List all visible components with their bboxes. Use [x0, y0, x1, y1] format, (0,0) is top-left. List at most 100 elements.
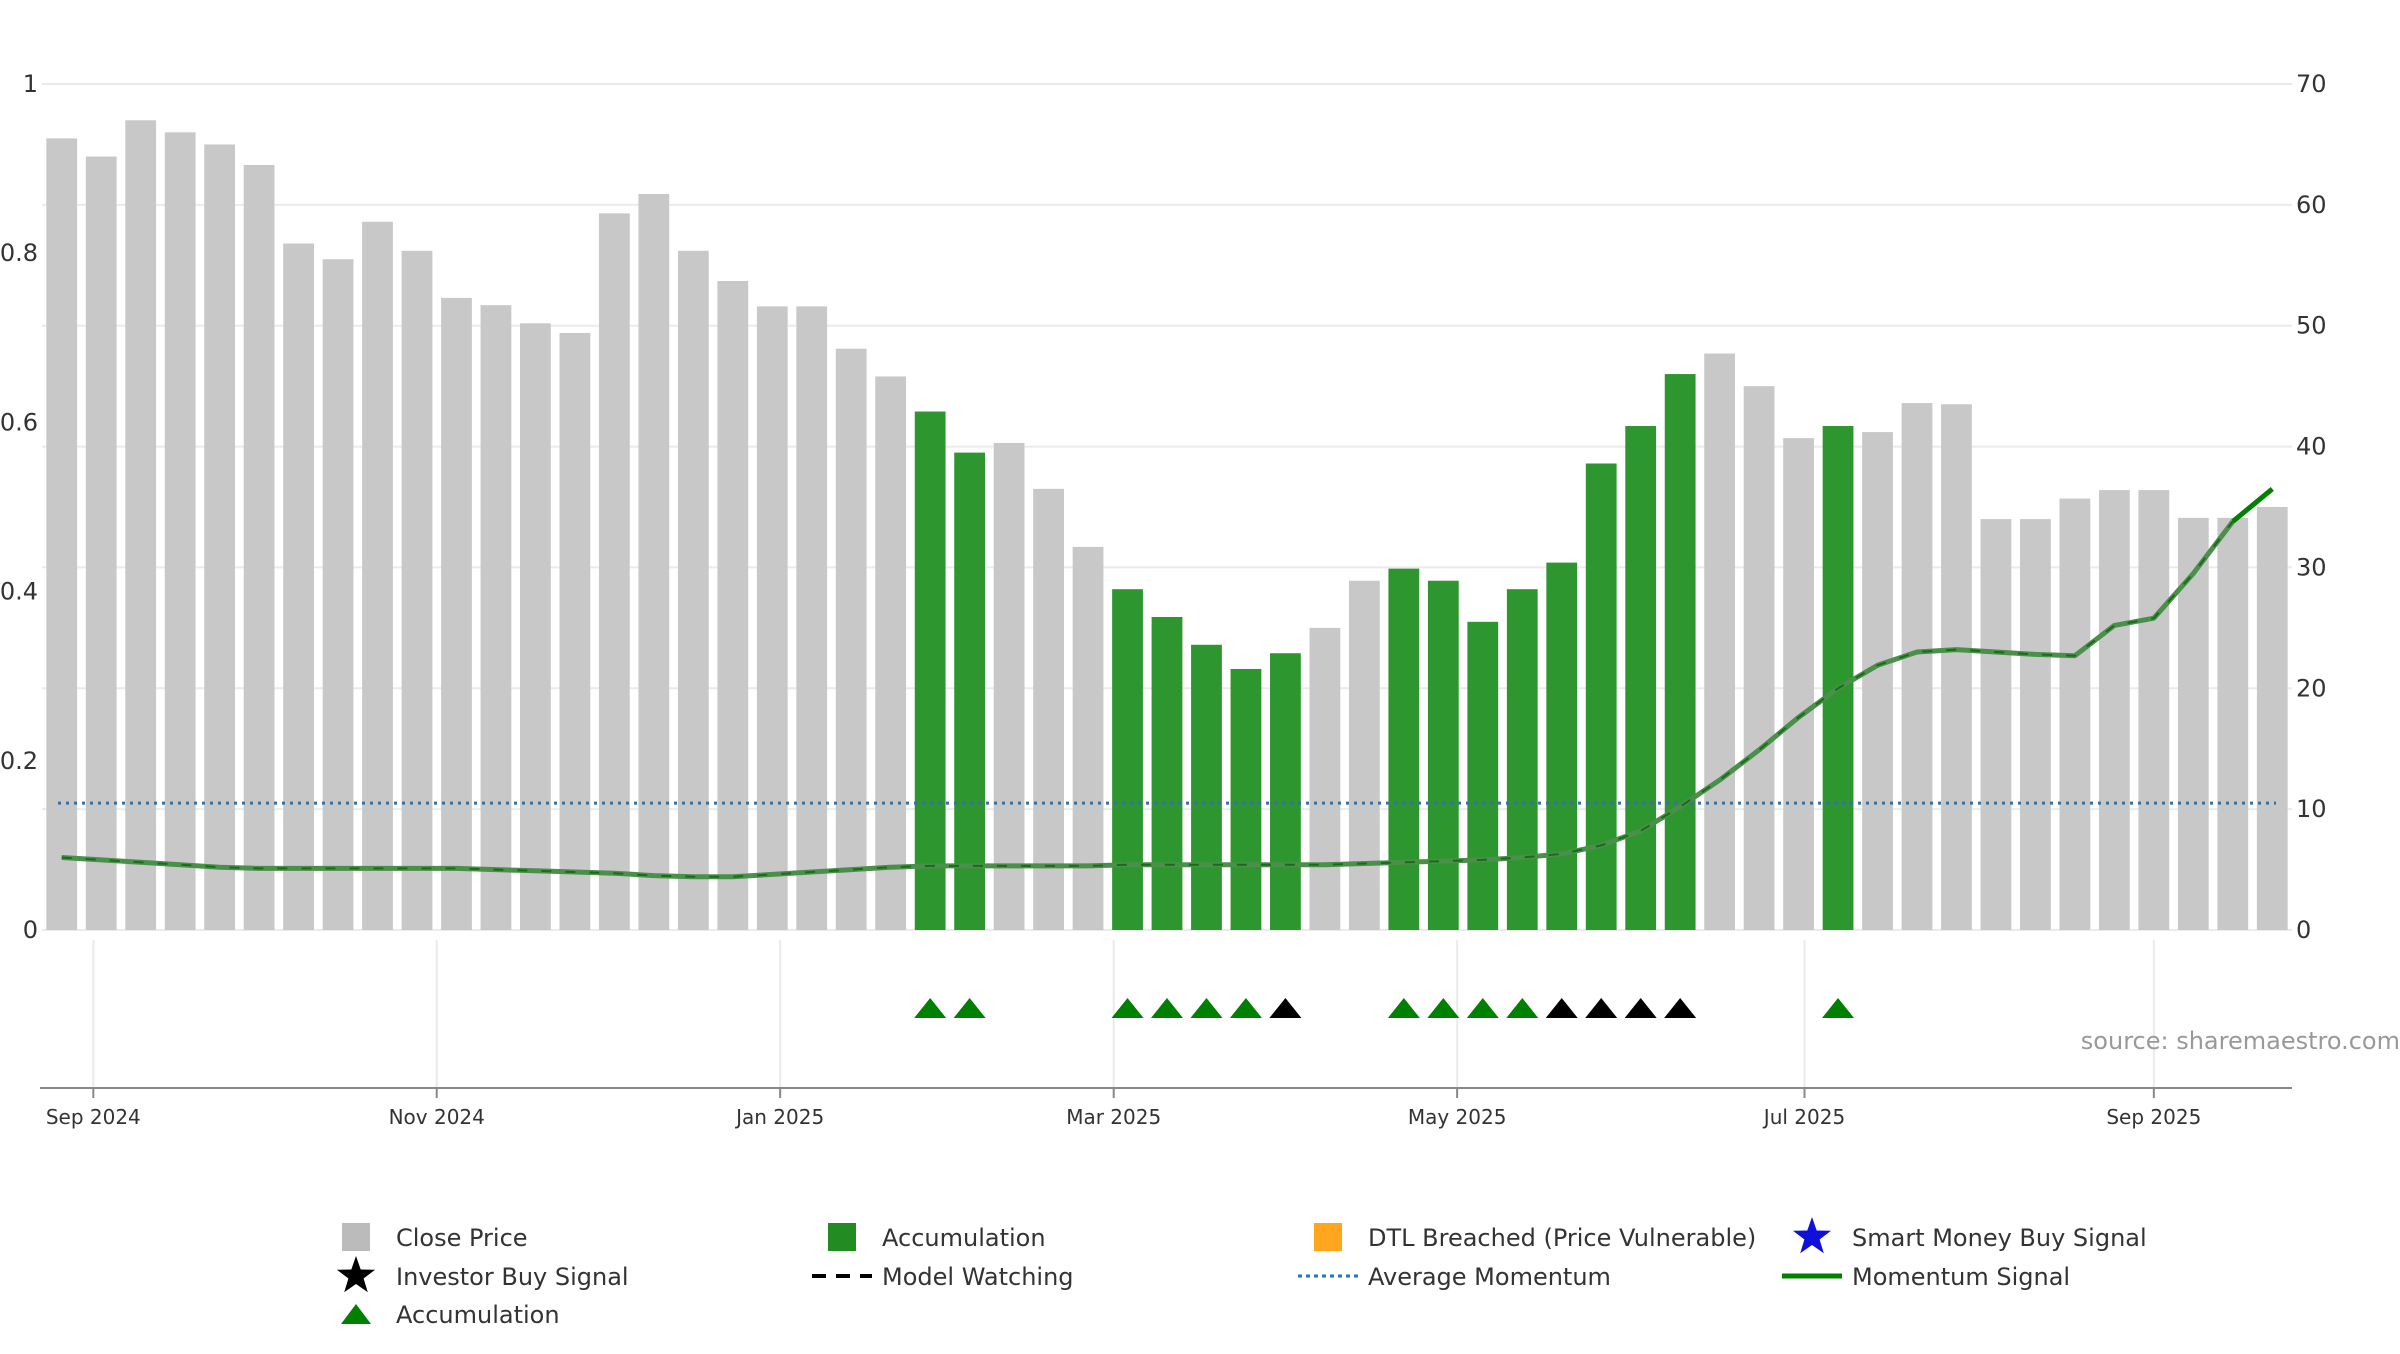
legend-entry: Smart Money Buy Signal: [1793, 1217, 2147, 1254]
investor-buy-marker: [1545, 998, 1578, 1018]
accumulation-marker: [1822, 998, 1855, 1018]
close-price-bar: [2020, 519, 2051, 930]
right-y-tick-label: 30: [2296, 553, 2327, 581]
right-y-tick-label: 40: [2296, 433, 2327, 461]
legend-entry: Average Momentum: [1298, 1263, 1611, 1291]
close-price-bar: [2217, 517, 2249, 930]
accumulation-bar: [1822, 426, 1854, 930]
close-price-bar: [796, 306, 828, 930]
close-price-bar: [2098, 490, 2130, 930]
accumulation-marker: [1427, 998, 1460, 1018]
source-text: source: sharemaestro.com: [2081, 1027, 2400, 1055]
close-price-bar: [638, 193, 670, 931]
accumulation-marker: [914, 998, 947, 1018]
close-price-bar: [993, 442, 1025, 930]
left-y-tick-label: 0.6: [0, 408, 38, 436]
close-price-bar: [520, 323, 551, 931]
accumulation-bar: [1467, 621, 1499, 930]
legend-swatch: [828, 1223, 856, 1251]
legend-label: Average Momentum: [1368, 1263, 1611, 1291]
accumulation-bar: [1270, 653, 1301, 930]
close-price-bar: [1348, 580, 1380, 930]
legend-entry: DTL Breached (Price Vulnerable): [1314, 1223, 1756, 1252]
accumulation-bar: [1585, 463, 1617, 930]
x-tick-label: Jan 2025: [734, 1105, 824, 1129]
accumulation-marker: [953, 998, 986, 1018]
legend-label: Close Price: [396, 1224, 528, 1252]
accumulation-marker: [1387, 998, 1420, 1018]
x-tick-label: Jul 2025: [1762, 1105, 1845, 1129]
close-price-bar: [1901, 403, 1933, 930]
close-price-bar: [756, 306, 788, 930]
legend-entry: Accumulation: [828, 1223, 1046, 1252]
close-price-bar: [1072, 546, 1104, 930]
close-price-bar: [598, 213, 630, 930]
accumulation-bar: [1112, 589, 1143, 930]
legend-entry: Accumulation: [341, 1301, 560, 1329]
close-price-bar: [1704, 353, 1736, 930]
accumulation-marker: [1506, 998, 1539, 1018]
close-price-bar: [204, 144, 236, 930]
right-y-tick-label: 60: [2296, 191, 2327, 219]
x-tick-label: Nov 2024: [389, 1105, 485, 1129]
close-price-bar: [875, 376, 907, 931]
left-y-tick-label: 0: [23, 916, 38, 944]
close-price-bar: [1862, 432, 1893, 930]
legend-star: [337, 1256, 375, 1293]
accumulation-bar: [1427, 580, 1459, 930]
x-tick-label: Mar 2025: [1066, 1105, 1161, 1129]
accumulation-bar: [1546, 562, 1578, 930]
left-y-tick-label: 1: [23, 70, 38, 98]
close-price-bar: [401, 250, 433, 931]
close-price-bar: [1980, 519, 2012, 930]
accumulation-bar: [1664, 374, 1696, 930]
investor-buy-marker: [1585, 998, 1618, 1018]
close-price-bar: [677, 250, 709, 931]
close-price-bar: [1309, 627, 1341, 930]
legend-entry: Momentum Signal: [1782, 1263, 2070, 1291]
close-price-bar: [2177, 517, 2209, 930]
close-price-bar: [85, 156, 117, 930]
legend-entry: Close Price: [342, 1223, 528, 1252]
close-price-bar: [2256, 507, 2288, 930]
investor-buy-marker: [1624, 998, 1657, 1018]
legend-label: Model Watching: [882, 1263, 1074, 1291]
line-layer: [58, 486, 2276, 880]
accumulation-marker: [1466, 998, 1499, 1018]
accumulation-bar: [1191, 644, 1222, 930]
accumulation-bar: [1506, 589, 1538, 930]
marker-layer: [914, 998, 1855, 1018]
legend-label: Momentum Signal: [1852, 1263, 2070, 1291]
close-price-bar: [1743, 386, 1775, 931]
legend-swatch: [1314, 1223, 1342, 1251]
bar-layer: [46, 120, 2288, 931]
left-y-tick-label: 0.4: [0, 578, 38, 606]
accumulation-bar: [914, 411, 946, 931]
close-price-bar: [2138, 490, 2170, 930]
accumulation-bar: [1625, 426, 1657, 930]
accumulation-bar: [1151, 616, 1183, 930]
legend-swatch: [342, 1223, 370, 1251]
close-price-bar: [835, 348, 867, 931]
close-price-bar: [1033, 488, 1064, 930]
accumulation-bar: [1388, 568, 1420, 930]
accumulation-marker: [1229, 998, 1262, 1018]
axis-layer: Sep 2024 Nov 2024 Jan 2025 Mar 2025 May 2025…: [0, 70, 2327, 1129]
close-price-bar: [283, 243, 314, 930]
x-tick-label: Sep 2024: [46, 1105, 141, 1129]
left-y-tick-label: 0.8: [0, 239, 38, 267]
investor-buy-marker: [1664, 998, 1697, 1018]
close-price-bar: [362, 221, 393, 930]
accumulation-bar: [954, 452, 986, 930]
close-price-bar: [322, 259, 354, 930]
accumulation-marker: [1151, 998, 1183, 1018]
close-price-bar: [125, 120, 157, 930]
right-y-tick-label: 20: [2296, 674, 2327, 702]
accumulation-marker: [1190, 998, 1223, 1018]
close-price-bar: [2059, 498, 2091, 930]
legend-entry: Model Watching: [812, 1263, 1074, 1291]
legend-label: DTL Breached (Price Vulnerable): [1368, 1224, 1756, 1252]
legend-entry: Investor Buy Signal: [337, 1256, 629, 1293]
